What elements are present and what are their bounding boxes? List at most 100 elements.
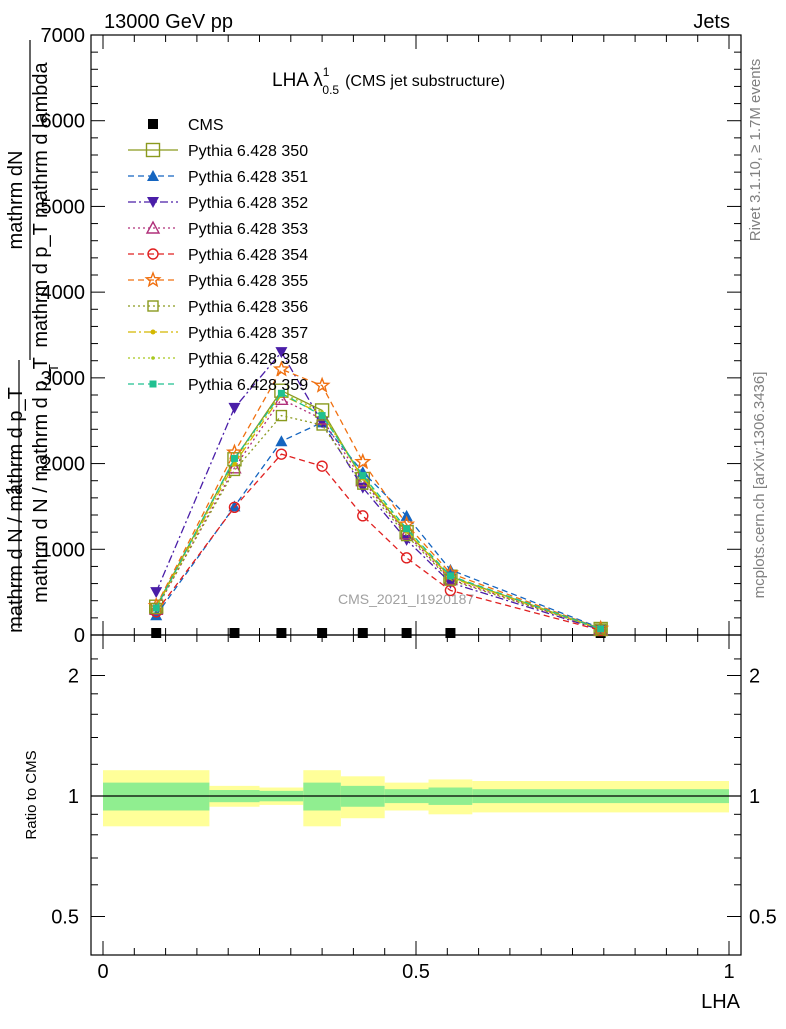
legend-item-pythia-6-428-351: Pythia 6.428 351: [128, 169, 308, 186]
y-label-middle: mathrm d p_T mathrm d lambda: [30, 61, 52, 347]
data-point: [275, 409, 288, 422]
legend-marker: [147, 248, 159, 260]
legend-item-pythia-6-428-354: Pythia 6.428 354: [128, 247, 308, 264]
main-y-label: 1 mathrm dN mathrm d p_T mathrm d lambda…: [3, 40, 61, 633]
series-line: [155, 421, 601, 629]
rivet-side-label: Rivet 3.1.10, ≥ 1.7M events: [747, 59, 764, 242]
legend-label: Pythia 6.428 359: [188, 377, 308, 394]
x-axis-label: LHA: [701, 991, 741, 1013]
data-point: [276, 628, 287, 638]
legend-marker: [145, 220, 161, 234]
data-point: [359, 472, 367, 480]
y-tick-label: 1000: [41, 539, 86, 561]
data-point: [444, 563, 457, 575]
data-point: [316, 419, 328, 431]
legend-item-pythia-6-428-353: Pythia 6.428 353: [128, 220, 308, 238]
legend-marker: [144, 271, 162, 288]
y-label-lower: mathrm d N / mathrm d p_T: [30, 357, 52, 603]
series-pythia-6-428-359: [152, 389, 605, 633]
data-point: [227, 460, 242, 474]
data-point: [445, 628, 456, 638]
legend-marker: [145, 142, 161, 158]
series-line: [155, 351, 601, 631]
data-point: [275, 448, 288, 460]
data-point: [228, 402, 241, 414]
ratio-bands: [103, 770, 729, 827]
analysis-watermark: CMS_2021_I1920187: [338, 591, 474, 607]
data-point: [230, 454, 238, 462]
data-point: [446, 572, 454, 580]
data-point: [275, 347, 288, 359]
legend-item-pythia-6-428-356: Pythia 6.428 356: [128, 299, 308, 316]
data-point: [400, 509, 413, 521]
legend-marker: [151, 356, 155, 360]
data-point: [357, 510, 369, 522]
legend-label: CMS: [188, 117, 224, 134]
ratio-y-tick-label-right: 1: [749, 786, 760, 808]
data-point: [316, 460, 328, 472]
legend-label: Pythia 6.428 355: [188, 273, 308, 290]
header-left: 13000 GeV pp: [104, 11, 233, 33]
series-line: [155, 394, 601, 630]
legend-marker: [147, 197, 159, 208]
y-label-bottom: mathrm d N / mathrm d p_T: [5, 387, 27, 633]
y-tick-label: 0: [74, 625, 85, 647]
y-tick-label: 4000: [41, 282, 86, 304]
y-tick-label: 3000: [41, 368, 86, 390]
legend-item-pythia-6-428-357: Pythia 6.428 357: [128, 325, 308, 342]
legend-label: Pythia 6.428 356: [188, 299, 308, 316]
legend-marker: [147, 170, 159, 181]
legend-item-pythia-6-428-358: Pythia 6.428 358: [128, 351, 308, 368]
data-point: [357, 628, 368, 638]
legend-item-cms: CMS: [148, 117, 224, 134]
plot-title-main: LHA λ: [272, 70, 323, 91]
data-point: [399, 526, 414, 540]
plot-title-sup: 1: [323, 65, 330, 79]
series-cms: [151, 628, 606, 638]
legend-item-pythia-6-428-352: Pythia 6.428 352: [128, 195, 308, 212]
ratio-y-tick-label: 2: [68, 666, 79, 688]
data-point: [401, 628, 412, 638]
series-line: [155, 368, 601, 630]
data-point: [444, 577, 457, 589]
ratio-y-label: Ratio to CMS: [23, 750, 40, 839]
data-point: [317, 628, 328, 638]
mcplots-side-label: mcplots.cern.ch [arXiv:1306.3436]: [751, 372, 768, 599]
y-tick-label: 6000: [41, 111, 86, 133]
data-point: [594, 623, 607, 635]
data-point: [231, 461, 237, 467]
plot-title-sub: 0.5: [322, 83, 339, 97]
data-point: [275, 435, 288, 447]
data-point: [318, 412, 326, 420]
legend-label: Pythia 6.428 357: [188, 325, 308, 342]
main-axis-ticks: 0 1000 2000 3000 4000 5000 6000 7000: [41, 25, 741, 647]
data-point: [313, 376, 331, 393]
legend: CMS Pythia 6.428 350 Pythia 6.428 351 Pythi…: [128, 117, 308, 394]
legend-marker: [148, 119, 158, 129]
ratio-y-tick-label-right: 0.5: [749, 907, 777, 929]
data-point: [228, 500, 241, 512]
y-tick-label: 5000: [41, 196, 86, 218]
ratio-axis-ticks: 0.5 0.5 1 1 2 2 0 0.5 1: [51, 635, 777, 983]
legend-label: Pythia 6.428 358: [188, 351, 308, 368]
x-tick-label: 0.5: [402, 961, 430, 983]
data-point: [597, 625, 605, 633]
legend-marker: [147, 300, 159, 312]
y-label-sub-t: T: [46, 364, 61, 372]
legend-marker: [149, 380, 157, 388]
header-right: Jets: [693, 11, 730, 33]
x-tick-label: 0: [97, 961, 108, 983]
data-point: [228, 501, 241, 513]
plot-title-suffix: (CMS jet substructure): [345, 73, 505, 90]
ratio-y-tick-label: 1: [68, 786, 79, 808]
data-point: [272, 360, 290, 377]
legend-label: Pythia 6.428 350: [188, 143, 308, 160]
data-point: [150, 587, 163, 599]
legend-item-pythia-6-428-350: Pythia 6.428 350: [128, 142, 308, 160]
legend-label: Pythia 6.428 351: [188, 169, 308, 186]
y-tick-label: 2000: [41, 454, 86, 476]
legend-marker: [150, 329, 156, 335]
legend-label: Pythia 6.428 352: [188, 195, 308, 212]
legend-item-pythia-6-428-355: Pythia 6.428 355: [128, 271, 308, 290]
